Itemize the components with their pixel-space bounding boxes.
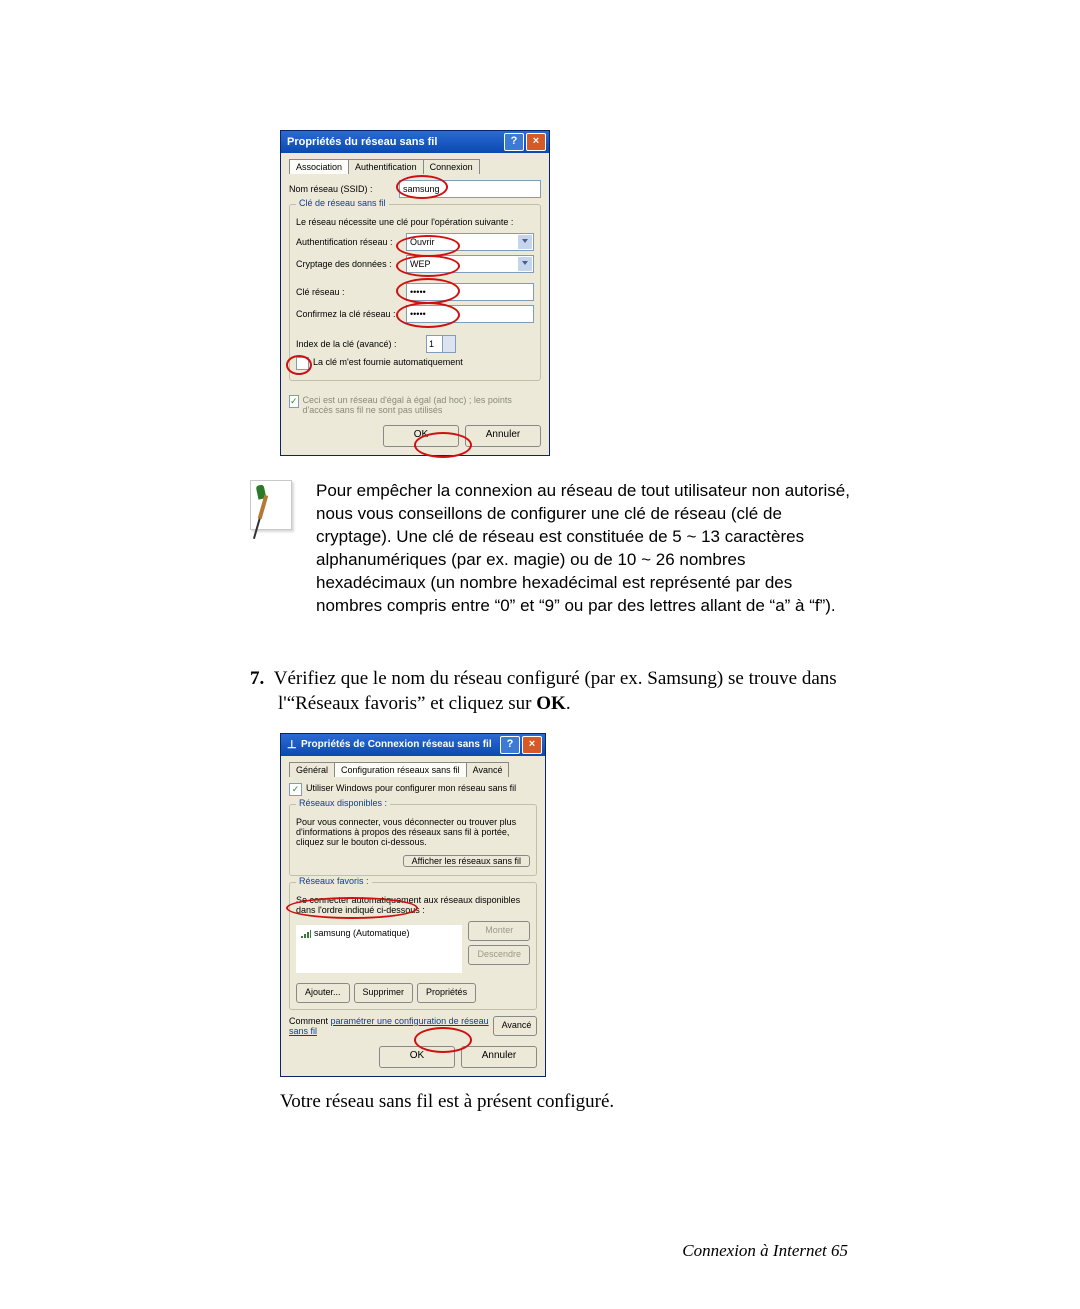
step-text-b: . bbox=[566, 693, 571, 714]
use-windows-label: Utiliser Windows pour configurer mon rés… bbox=[306, 783, 516, 793]
key-label: Clé réseau : bbox=[296, 287, 406, 297]
ssid-input[interactable]: samsung bbox=[399, 180, 541, 198]
page-footer: Connexion à Internet 65 bbox=[682, 1241, 848, 1261]
post-config-text: Votre réseau sans fil est à présent conf… bbox=[280, 1091, 850, 1113]
crypt-dropdown[interactable]: WEP bbox=[406, 255, 534, 273]
autokey-checkbox[interactable] bbox=[296, 357, 309, 370]
favorite-networks-list[interactable]: samsung (Automatique) bbox=[296, 925, 462, 973]
howto-text: Comment paramétrer une configuration de … bbox=[289, 1016, 493, 1036]
favorite-legend: Réseaux favoris : bbox=[296, 876, 372, 886]
note-block: Pour empêcher la connexion au réseau de … bbox=[250, 480, 850, 618]
connection-properties-dialog: ⊥ Propriétés de Connexion réseau sans fi… bbox=[280, 733, 546, 1077]
page: Propriétés du réseau sans fil ? × Associ… bbox=[0, 0, 1080, 1309]
adhoc-checkbox: ✓ bbox=[289, 395, 299, 408]
crypt-value: WEP bbox=[410, 259, 431, 269]
tabstrip: Association Authentification Connexion bbox=[289, 159, 541, 174]
dialog-title: Propriétés du réseau sans fil bbox=[287, 136, 502, 148]
confirm-label: Confirmez la clé réseau : bbox=[296, 309, 406, 319]
autokey-label: La clé m'est fournie automatiquement bbox=[313, 357, 463, 367]
key-group-legend: Clé de réseau sans fil bbox=[296, 198, 389, 208]
auth-value: Ouvrir bbox=[410, 237, 435, 247]
favorite-item: samsung (Automatique) bbox=[314, 928, 410, 938]
dialog-body: Association Authentification Connexion N… bbox=[281, 153, 549, 455]
note-icon bbox=[250, 480, 292, 530]
auth-dropdown[interactable]: Ouvrir bbox=[406, 233, 534, 251]
crypt-label: Cryptage des données : bbox=[296, 259, 406, 269]
favorite-networks-group: Réseaux favoris : Se connecter automatiq… bbox=[289, 882, 537, 1010]
titlebar: ⊥ Propriétés de Connexion réseau sans fi… bbox=[281, 734, 545, 756]
properties-button[interactable]: Propriétés bbox=[417, 983, 476, 1003]
ok-button[interactable]: OK bbox=[383, 425, 459, 447]
dialog-body: Général Configuration réseaux sans fil A… bbox=[281, 756, 545, 1076]
cancel-button[interactable]: Annuler bbox=[461, 1046, 537, 1068]
step-number: 7. bbox=[250, 668, 264, 689]
step-bold: OK bbox=[536, 693, 566, 714]
pin-icon: ⊥ bbox=[287, 738, 297, 751]
help-button[interactable]: ? bbox=[504, 133, 524, 151]
key-group-note: Le réseau nécessite une clé pour l'opéra… bbox=[296, 217, 534, 227]
close-button[interactable]: × bbox=[526, 133, 546, 151]
signal-icon bbox=[301, 928, 314, 938]
tab-advanced[interactable]: Avancé bbox=[466, 762, 510, 777]
ssid-label: Nom réseau (SSID) : bbox=[289, 184, 399, 194]
chevron-down-icon bbox=[522, 239, 528, 243]
key-groupbox: Clé de réseau sans fil Le réseau nécessi… bbox=[289, 204, 541, 381]
titlebar: Propriétés du réseau sans fil ? × bbox=[281, 131, 549, 153]
key-input[interactable]: ••••• bbox=[406, 283, 534, 301]
index-label: Index de la clé (avancé) : bbox=[296, 339, 426, 349]
advanced-button[interactable]: Avancé bbox=[493, 1016, 537, 1036]
step-7: 7. Vérifiez que le nom du réseau configu… bbox=[250, 666, 850, 717]
wifi-properties-dialog: Propriétés du réseau sans fil ? × Associ… bbox=[280, 130, 550, 456]
key-index-spinner[interactable]: 1 bbox=[426, 335, 456, 353]
tab-connexion[interactable]: Connexion bbox=[423, 159, 480, 174]
close-button[interactable]: × bbox=[522, 736, 542, 754]
tab-general[interactable]: Général bbox=[289, 762, 335, 777]
help-button[interactable]: ? bbox=[500, 736, 520, 754]
available-networks-group: Réseaux disponibles : Pour vous connecte… bbox=[289, 804, 537, 876]
show-networks-button[interactable]: Afficher les réseaux sans fil bbox=[403, 855, 530, 867]
confirm-key-input[interactable]: ••••• bbox=[406, 305, 534, 323]
note-text: Pour empêcher la connexion au réseau de … bbox=[316, 480, 850, 618]
tab-association[interactable]: Association bbox=[289, 159, 349, 174]
tab-authentication[interactable]: Authentification bbox=[348, 159, 424, 174]
ok-button[interactable]: OK bbox=[379, 1046, 455, 1068]
cancel-button[interactable]: Annuler bbox=[465, 425, 541, 447]
tabstrip: Général Configuration réseaux sans fil A… bbox=[289, 762, 537, 777]
adhoc-label: Ceci est un réseau d'égal à égal (ad hoc… bbox=[303, 395, 541, 415]
available-text: Pour vous connecter, vous déconnecter ou… bbox=[296, 817, 530, 847]
tab-wireless-config[interactable]: Configuration réseaux sans fil bbox=[334, 762, 467, 777]
use-windows-checkbox[interactable]: ✓ bbox=[289, 783, 302, 796]
favorite-text: Se connecter automatiquement aux réseaux… bbox=[296, 895, 530, 915]
auth-label: Authentification réseau : bbox=[296, 237, 406, 247]
chevron-down-icon bbox=[522, 261, 528, 265]
available-legend: Réseaux disponibles : bbox=[296, 798, 390, 808]
remove-button[interactable]: Supprimer bbox=[354, 983, 414, 1003]
move-down-button[interactable]: Descendre bbox=[468, 945, 530, 965]
dialog-title: Propriétés de Connexion réseau sans fil bbox=[301, 739, 498, 750]
move-up-button[interactable]: Monter bbox=[468, 921, 530, 941]
add-button[interactable]: Ajouter... bbox=[296, 983, 350, 1003]
